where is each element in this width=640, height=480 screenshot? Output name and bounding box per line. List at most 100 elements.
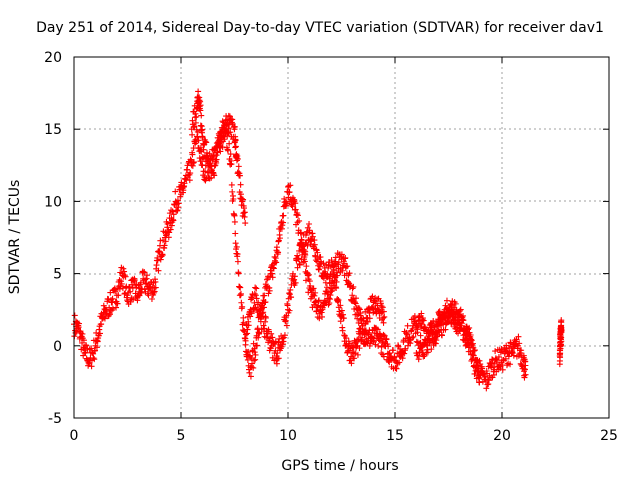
data-point [456, 307, 463, 314]
data-point [119, 285, 126, 292]
data-point [187, 170, 194, 177]
data-point [259, 305, 266, 312]
data-point [109, 305, 116, 312]
data-point [518, 347, 525, 354]
data-point [490, 371, 497, 378]
data-point [194, 134, 201, 141]
data-point [381, 313, 388, 320]
data-point [251, 349, 258, 356]
data-point [80, 337, 87, 344]
data-point [276, 235, 283, 242]
data-point [232, 143, 239, 150]
data-point [172, 188, 179, 195]
data-point [409, 334, 416, 341]
data-point [192, 110, 199, 117]
data-point [244, 326, 251, 333]
data-point [460, 317, 467, 324]
data-point [522, 371, 529, 378]
data-point [93, 344, 100, 351]
data-point [348, 360, 355, 367]
data-point [253, 285, 260, 292]
data-point [186, 177, 193, 184]
data-point [190, 159, 197, 166]
data-point [100, 302, 107, 309]
data-point [247, 313, 254, 320]
data-point [236, 283, 243, 290]
data-point [443, 297, 450, 304]
data-point [235, 270, 242, 277]
data-point [287, 182, 294, 189]
data-point [421, 352, 428, 359]
data-point [237, 284, 244, 291]
data-point [422, 337, 429, 344]
data-point [226, 113, 233, 120]
y-tick-label: 10 [44, 194, 62, 210]
data-point [195, 88, 202, 95]
data-point [231, 123, 238, 130]
data-point [502, 355, 509, 362]
data-point [303, 263, 310, 270]
data-point [332, 274, 339, 281]
data-point [520, 352, 527, 359]
data-point [189, 151, 196, 158]
data-point [254, 342, 261, 349]
data-point [222, 126, 229, 133]
data-point [192, 119, 199, 126]
data-point [256, 329, 263, 336]
data-point [202, 138, 209, 145]
data-point [231, 212, 238, 219]
data-point [328, 271, 335, 278]
data-point [155, 267, 162, 274]
data-point [558, 338, 565, 345]
data-point [339, 327, 346, 334]
data-point [249, 360, 256, 367]
data-point [315, 266, 322, 273]
data-point [314, 249, 321, 256]
data-point [225, 147, 232, 154]
data-point [442, 326, 449, 333]
data-point [341, 260, 348, 267]
data-point [273, 360, 280, 367]
data-point [354, 351, 361, 358]
data-point [162, 238, 169, 245]
data-point [291, 273, 298, 280]
data-point [337, 318, 344, 325]
data-point [242, 341, 249, 348]
data-point [197, 147, 204, 154]
data-point [254, 325, 261, 332]
data-point [338, 251, 345, 258]
data-point [515, 333, 522, 340]
data-point [558, 317, 565, 324]
data-point [517, 349, 524, 356]
data-point [169, 208, 176, 215]
data-point [228, 181, 235, 188]
data-point [248, 310, 255, 317]
data-point [337, 302, 344, 309]
data-point [386, 359, 393, 366]
data-point [261, 292, 268, 299]
data-point [238, 299, 245, 306]
data-point [342, 254, 349, 261]
data-point [521, 374, 528, 381]
data-point [364, 318, 371, 325]
data-point [280, 212, 287, 219]
data-point [202, 168, 209, 175]
data-point [469, 351, 476, 358]
data-point [268, 270, 275, 277]
plot-frame [73, 56, 610, 419]
data-point [292, 279, 299, 286]
x-axis-label: GPS time / hours [281, 458, 398, 474]
data-point [286, 290, 293, 297]
data-point [159, 252, 166, 259]
data-point [175, 200, 182, 207]
data-point [206, 150, 213, 157]
data-point [279, 335, 286, 342]
data-point [401, 350, 408, 357]
data-point [492, 348, 499, 355]
data-point [255, 334, 262, 341]
data-point [521, 365, 528, 372]
data-point [130, 296, 137, 303]
data-point [340, 315, 347, 322]
data-point [452, 300, 459, 307]
data-point [439, 332, 446, 339]
